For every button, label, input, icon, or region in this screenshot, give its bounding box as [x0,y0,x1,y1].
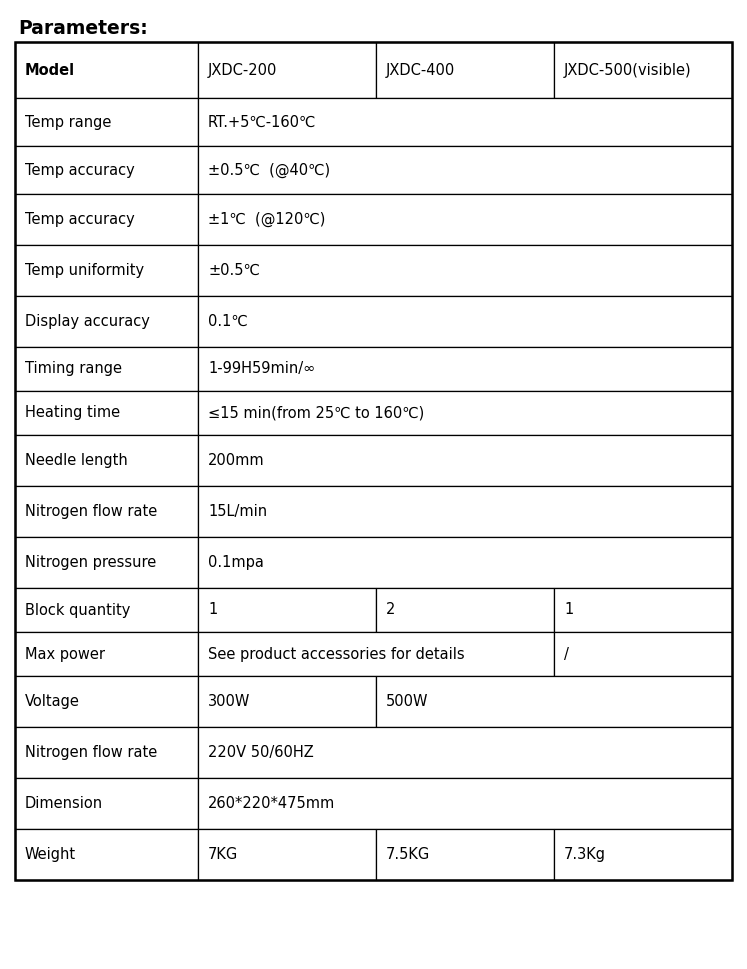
Text: JXDC-200: JXDC-200 [208,62,277,78]
Bar [198,347,732,391]
Text: Temp uniformity: Temp uniformity [25,263,144,278]
Text: 15L/min: 15L/min [208,504,267,519]
Bar [15,632,198,676]
Text: Nitrogen flow rate: Nitrogen flow rate [25,745,158,760]
Bar [15,391,198,435]
Bar [15,42,198,98]
Text: Temp range: Temp range [25,114,111,130]
Text: Display accuracy: Display accuracy [25,314,150,329]
Bar [15,194,198,245]
Text: 500W: 500W [386,694,429,709]
Text: See product accessories for details: See product accessories for details [208,646,465,662]
Bar [15,296,198,347]
Text: 2: 2 [386,603,395,617]
Text: Dimension: Dimension [25,796,103,811]
Bar [15,435,198,486]
Bar [376,588,554,632]
Bar [554,588,732,632]
Bar [198,98,732,146]
Bar [15,537,198,588]
Text: JXDC-400: JXDC-400 [386,62,455,78]
Bar [554,42,732,98]
Text: Nitrogen flow rate: Nitrogen flow rate [25,504,158,519]
Bar [198,632,554,676]
Bar [376,676,732,727]
Text: Voltage: Voltage [25,694,80,709]
Text: /: / [564,646,569,662]
Text: ≤15 min(from 25℃ to 160℃): ≤15 min(from 25℃ to 160℃) [208,405,424,421]
Bar [198,486,732,537]
Text: 220V 50/60HZ: 220V 50/60HZ [208,745,314,760]
Bar [376,829,554,880]
Text: 1: 1 [564,603,573,617]
Bar [15,347,198,391]
Text: Temp accuracy: Temp accuracy [25,212,134,227]
Text: ±0.5℃: ±0.5℃ [208,263,260,278]
Bar [198,245,732,296]
Text: Weight: Weight [25,847,76,862]
Bar [198,42,376,98]
Bar [198,537,732,588]
Text: Temp accuracy: Temp accuracy [25,163,134,177]
Bar [15,829,198,880]
Bar [554,829,732,880]
Bar [198,676,376,727]
Text: 260*220*475mm: 260*220*475mm [208,796,335,811]
Text: 7.5KG: 7.5KG [386,847,430,862]
Text: 7.3Kg: 7.3Kg [564,847,606,862]
Text: ±1℃  (@120℃): ±1℃ (@120℃) [208,212,326,227]
Bar [198,146,732,194]
Bar [15,98,198,146]
Text: Timing range: Timing range [25,361,122,377]
Bar [198,194,732,245]
Bar [198,588,376,632]
Text: RT.+5℃-160℃: RT.+5℃-160℃ [208,114,317,130]
Bar [15,486,198,537]
Text: JXDC-500(visible): JXDC-500(visible) [564,62,692,78]
Text: ±0.5℃  (@40℃): ±0.5℃ (@40℃) [208,163,330,177]
Text: Heating time: Heating time [25,405,120,421]
Text: Needle length: Needle length [25,453,128,468]
Text: 0.1mpa: 0.1mpa [208,555,264,570]
Bar [198,296,732,347]
Bar [15,245,198,296]
Bar [198,829,376,880]
Text: 1-99H59min/∞: 1-99H59min/∞ [208,361,315,377]
Bar [15,42,732,880]
Bar [15,676,198,727]
Text: Max power: Max power [25,646,105,662]
Bar [198,391,732,435]
Bar [15,727,198,778]
Text: Parameters:: Parameters: [18,18,148,38]
Bar [554,632,732,676]
Bar [376,42,554,98]
Bar [15,778,198,829]
Bar [198,778,732,829]
Bar [15,588,198,632]
Text: Block quantity: Block quantity [25,603,131,617]
Bar [15,146,198,194]
Bar [198,727,732,778]
Text: 200mm: 200mm [208,453,264,468]
Text: Nitrogen pressure: Nitrogen pressure [25,555,156,570]
Text: Model: Model [25,62,75,78]
Text: 300W: 300W [208,694,250,709]
Bar [198,435,732,486]
Text: 0.1℃: 0.1℃ [208,314,248,329]
Text: 7KG: 7KG [208,847,238,862]
Text: 1: 1 [208,603,217,617]
